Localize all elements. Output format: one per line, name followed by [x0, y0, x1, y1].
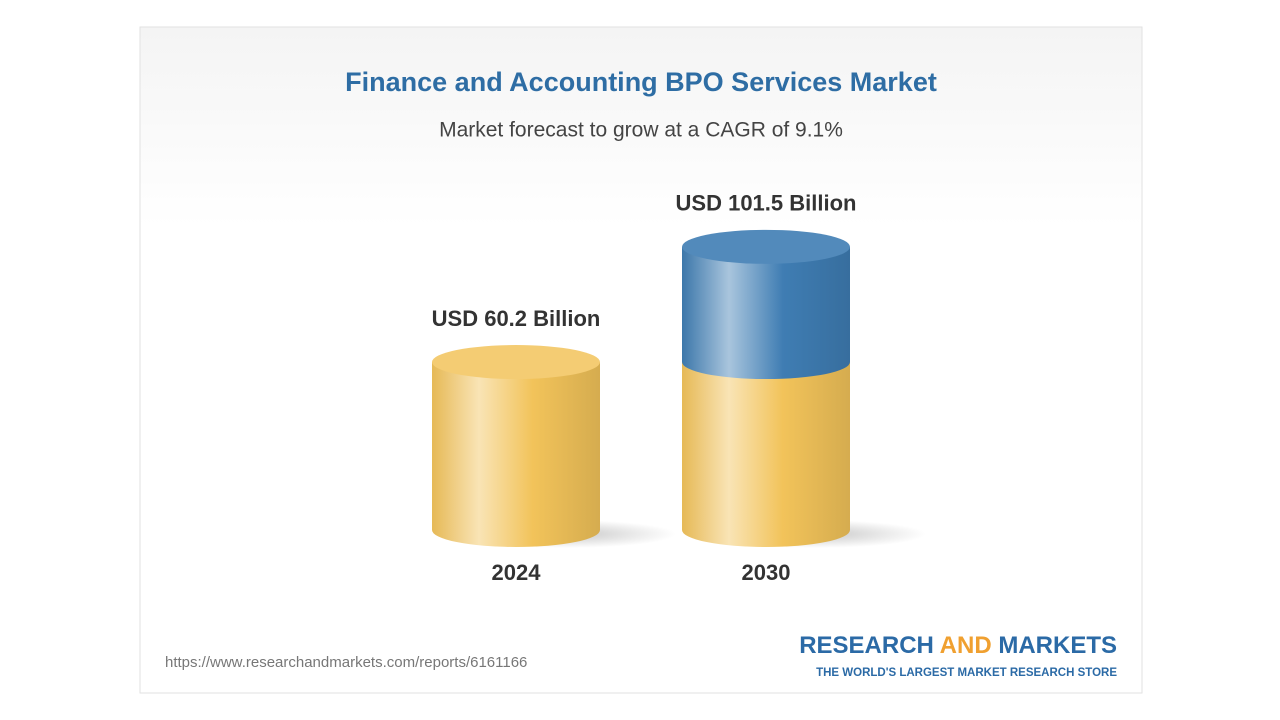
brand-word: RESEARCH	[799, 632, 934, 659]
chart-title: Finance and Accounting BPO Services Mark…	[345, 67, 937, 97]
card	[139, 26, 1143, 694]
cylinder-top	[432, 345, 600, 380]
cylinder-top	[682, 229, 850, 264]
tagline: THE WORLD'S LARGEST MARKET RESEARCH STOR…	[816, 667, 1117, 679]
cylinder-growth	[682, 246, 850, 380]
value-label: USD 60.2 Billion	[432, 306, 601, 331]
cylinder	[682, 229, 850, 547]
cylinder-body	[682, 362, 850, 547]
brand-word: AND	[940, 632, 992, 659]
x-tick-label: 2024	[492, 560, 542, 585]
source-url: https://www.researchandmarkets.com/repor…	[165, 654, 527, 671]
x-tick-label: 2030	[742, 560, 791, 585]
chart-subtitle: Market forecast to grow at a CAGR of 9.1…	[439, 119, 843, 142]
cylinder-body	[432, 362, 600, 547]
cylinder	[432, 345, 600, 547]
value-label: USD 101.5 Billion	[676, 191, 857, 216]
brand: RESEARCH AND MARKETS	[799, 632, 1117, 659]
brand-word: MARKETS	[998, 632, 1117, 659]
